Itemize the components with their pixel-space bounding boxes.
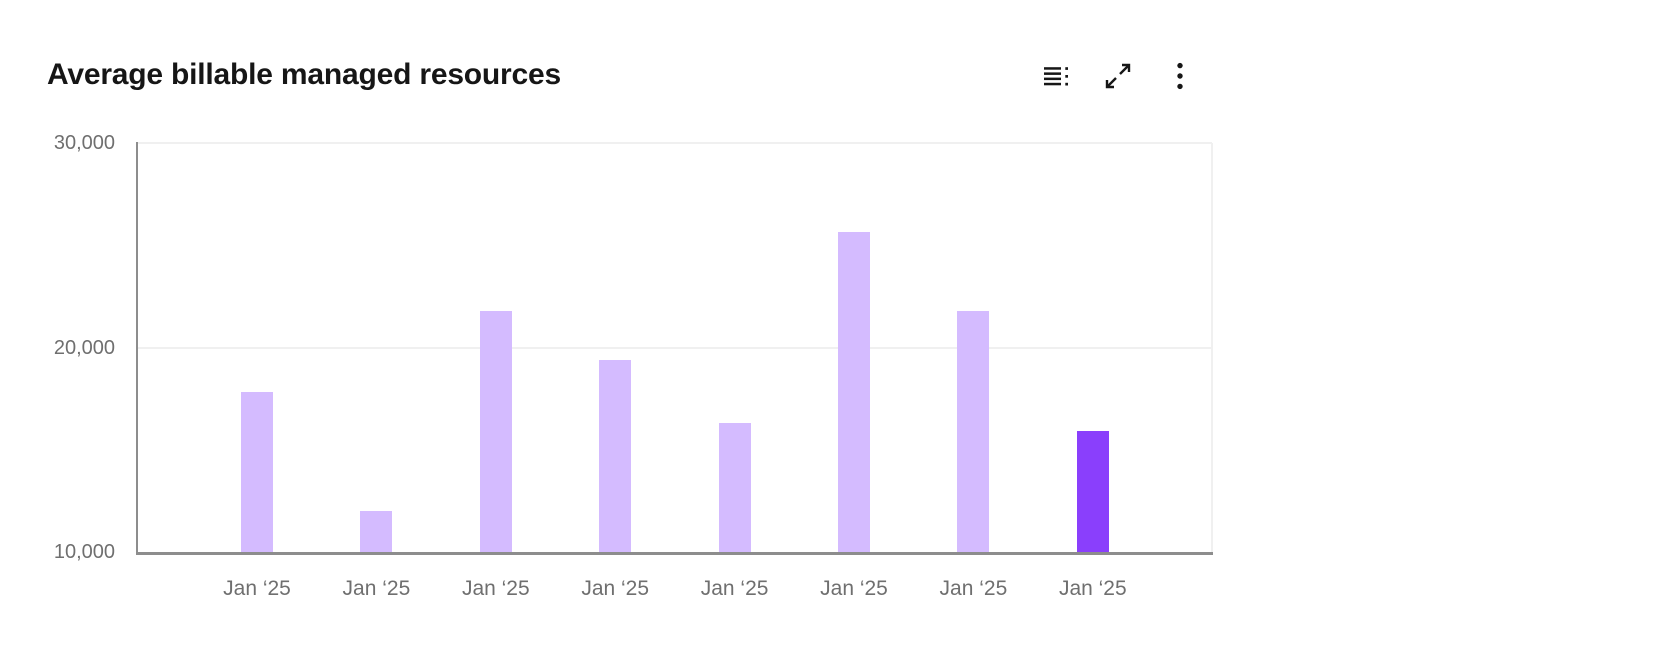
bar[interactable] bbox=[957, 310, 990, 552]
x-axis-tick-label: Jan ‘25 bbox=[820, 577, 888, 600]
bar[interactable] bbox=[360, 511, 393, 552]
x-axis-tick-label: Jan ‘25 bbox=[461, 577, 530, 600]
gridline bbox=[138, 142, 1212, 144]
bar[interactable] bbox=[838, 231, 870, 552]
y-axis-line bbox=[136, 142, 138, 554]
bar[interactable] bbox=[479, 310, 512, 552]
x-axis-tick-label: Jan ‘25 bbox=[939, 577, 1008, 600]
x-axis-tick-label: Jan ‘25 bbox=[581, 577, 650, 600]
chart-title: Average billable managed resources bbox=[47, 58, 561, 91]
maximize-button[interactable] bbox=[1094, 52, 1142, 100]
x-axis-tick-label: Jan ‘25 bbox=[223, 577, 291, 600]
overflow-menu-button[interactable] bbox=[1156, 52, 1204, 100]
bar[interactable] bbox=[599, 359, 632, 552]
overflow-menu-icon bbox=[1166, 62, 1194, 90]
bar[interactable] bbox=[718, 423, 751, 552]
maximize-icon bbox=[1103, 61, 1133, 91]
chart-toolbar bbox=[1025, 52, 1211, 100]
bar[interactable] bbox=[241, 392, 273, 552]
x-axis-line bbox=[136, 552, 1213, 555]
x-axis-tick-label: Jan ‘25 bbox=[700, 577, 769, 600]
y-axis-tick-label: 20,000 bbox=[53, 336, 115, 359]
show-data-table-button[interactable] bbox=[1032, 52, 1080, 100]
x-axis-tick-label: Jan ‘25 bbox=[342, 577, 411, 600]
bar[interactable] bbox=[1076, 431, 1109, 552]
x-axis-tick-label: Jan ‘25 bbox=[1058, 577, 1127, 600]
y-axis-tick-label: 30,000 bbox=[53, 132, 115, 154]
data-table-icon bbox=[1042, 62, 1070, 90]
plot-right-border bbox=[1211, 143, 1213, 552]
gridline bbox=[138, 346, 1212, 349]
y-axis-tick-label: 10,000 bbox=[53, 541, 115, 563]
